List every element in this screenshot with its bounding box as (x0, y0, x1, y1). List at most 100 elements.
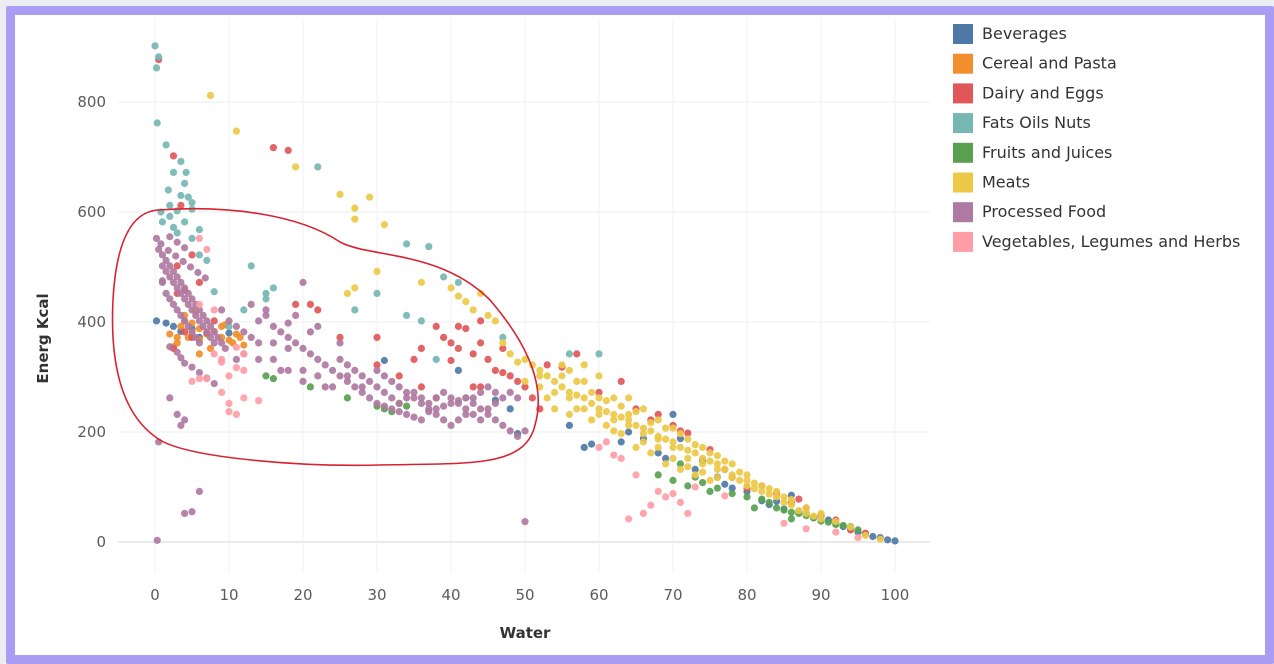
data-point (225, 317, 233, 325)
data-point (869, 532, 877, 541)
legend-item[interactable]: Dairy and Eggs (953, 83, 1104, 104)
data-point (832, 528, 840, 536)
data-point (247, 300, 255, 308)
data-point (177, 157, 185, 165)
legend[interactable]: Beverages Cereal and Pasta Dairy and Eggs F… (953, 24, 1240, 252)
data-point (206, 344, 215, 352)
data-point (743, 471, 751, 479)
legend-swatch (953, 202, 973, 223)
data-point (181, 295, 189, 303)
data-point (684, 446, 692, 454)
data-point (580, 394, 588, 402)
data-point (780, 493, 788, 501)
data-point (158, 251, 166, 259)
data-point (551, 405, 559, 413)
data-point (380, 372, 388, 380)
data-point (514, 394, 522, 402)
data-point (684, 454, 692, 462)
data-point (410, 394, 418, 402)
data-point (173, 306, 181, 314)
data-point (184, 300, 192, 308)
legend-item[interactable]: Processed Food (953, 202, 1106, 223)
data-point (728, 474, 736, 482)
x-axis-title: Water (500, 624, 551, 642)
data-point (210, 380, 218, 388)
data-point (654, 435, 662, 443)
data-point (440, 388, 448, 396)
data-point (351, 284, 359, 292)
legend-swatch (953, 142, 973, 163)
data-point (177, 421, 185, 429)
data-point (395, 399, 403, 407)
data-point (669, 438, 677, 446)
data-point (484, 410, 492, 418)
data-point (262, 372, 270, 380)
data-point (188, 508, 196, 516)
data-point (558, 372, 566, 380)
data-point (188, 377, 196, 385)
data-point (780, 498, 788, 506)
legend-item[interactable]: Vegetables, Legumes and Herbs (953, 231, 1240, 252)
data-point (192, 311, 200, 319)
data-point (173, 229, 181, 237)
data-point (669, 454, 677, 462)
data-point (802, 509, 810, 517)
data-point (162, 141, 170, 149)
data-point (169, 267, 178, 275)
data-point (639, 430, 648, 438)
data-point (573, 350, 581, 358)
data-point (358, 383, 366, 391)
data-point (802, 525, 810, 533)
data-point (565, 410, 574, 418)
data-point (462, 325, 470, 333)
data-point (454, 344, 462, 352)
legend-item[interactable]: Fats Oils Nuts (953, 113, 1091, 134)
data-point (314, 372, 322, 380)
data-point (218, 388, 226, 396)
data-point (595, 350, 603, 358)
legend-swatch (953, 172, 973, 193)
legend-item[interactable]: Fruits and Juices (953, 142, 1112, 163)
data-point (351, 383, 359, 391)
legend-item[interactable]: Meats (953, 172, 1030, 193)
data-point (610, 394, 618, 402)
data-point (366, 193, 374, 201)
data-point (691, 465, 699, 473)
data-point (343, 372, 351, 380)
data-point (876, 535, 884, 543)
data-point (684, 463, 692, 471)
data-point (817, 509, 825, 517)
data-point (832, 518, 840, 526)
data-point (351, 306, 359, 314)
data-point (617, 402, 625, 410)
data-point (201, 274, 209, 282)
data-point (343, 394, 351, 402)
data-point (861, 531, 870, 540)
data-point (847, 523, 855, 531)
data-point (269, 339, 277, 347)
data-point (595, 405, 603, 413)
data-point (166, 201, 174, 209)
data-point (521, 377, 529, 385)
data-point (750, 479, 759, 487)
data-point (366, 394, 374, 402)
legend-label: Fats Oils Nuts (982, 113, 1091, 132)
legend-item[interactable]: Cereal and Pasta (953, 54, 1117, 74)
legend-item[interactable]: Beverages (953, 24, 1067, 44)
data-point (625, 428, 633, 436)
data-point (536, 366, 544, 374)
data-point (395, 372, 403, 380)
data-point (157, 240, 165, 248)
data-point (521, 518, 529, 526)
data-point (588, 399, 596, 407)
legend-label: Processed Food (982, 202, 1106, 221)
data-point (221, 344, 229, 352)
data-point (462, 298, 470, 306)
data-point (166, 394, 174, 402)
data-point (395, 408, 403, 416)
data-point (186, 263, 195, 271)
data-point (277, 366, 285, 374)
data-point (654, 410, 662, 418)
data-point (573, 377, 581, 385)
